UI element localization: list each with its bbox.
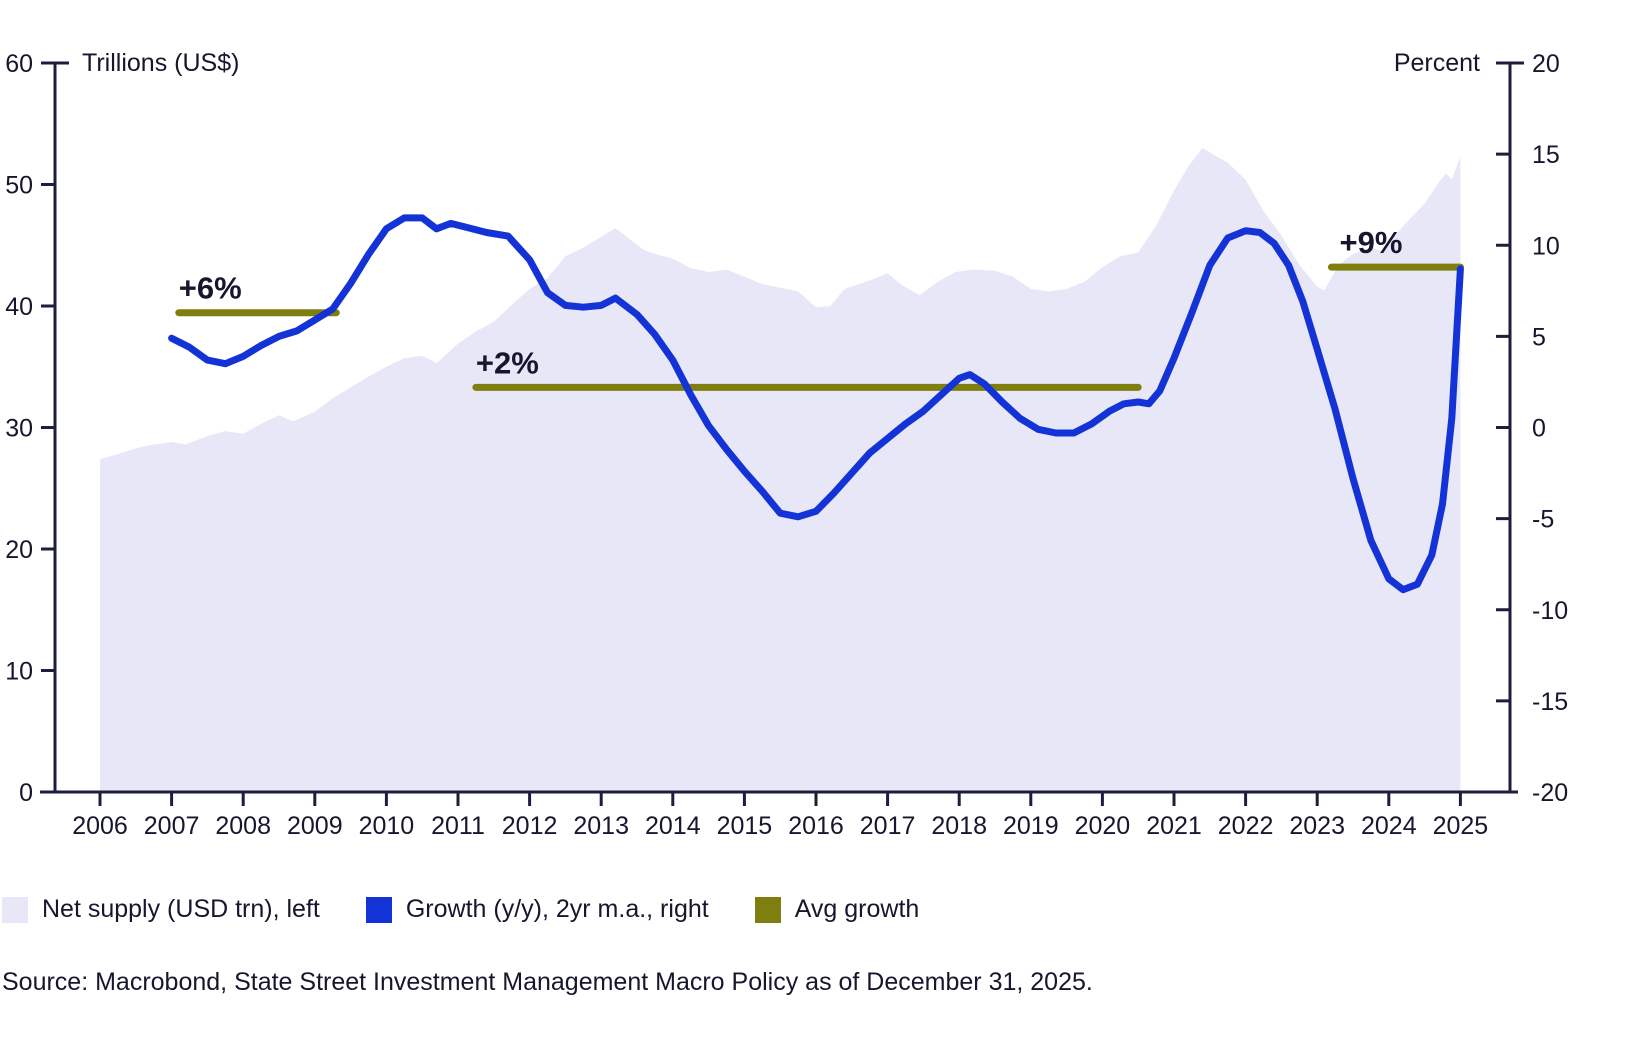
- legend-item-net-supply: Net supply (USD trn), left: [2, 895, 320, 924]
- avg-growth-swatch: [754, 896, 781, 923]
- x-axis-year-label: 2008: [215, 812, 271, 840]
- growth-swatch: [365, 896, 392, 923]
- legend-label-net-supply: Net supply (USD trn), left: [42, 895, 320, 923]
- right-axis-tick-label: -5: [1532, 506, 1554, 534]
- x-axis-year-label: 2020: [1075, 812, 1131, 840]
- avg-growth-annotation: +2%: [476, 345, 539, 380]
- legend: Net supply (USD trn), left Growth (y/y),…: [2, 895, 1648, 924]
- right-axis-tick-label: -10: [1532, 597, 1568, 625]
- x-axis-year-label: 2025: [1433, 812, 1489, 840]
- chart-figure: +6% +2% +9% 0 10 20 30 40 50 60 Trillions (US$) 20 1…: [2, 49, 1648, 996]
- left-axis-tick-label: 0: [19, 779, 33, 807]
- right-axis-tick-label: 15: [1532, 141, 1560, 169]
- left-axis-tick-label: 40: [5, 293, 33, 321]
- source-text: Source: Macrobond, State Street Investme…: [2, 968, 1093, 996]
- x-axis-year-label: 2007: [144, 812, 200, 840]
- avg-growth-annotation: +6%: [179, 271, 242, 306]
- x-axis-year-label: 2017: [860, 812, 916, 840]
- legend-item-avg-growth: Avg growth: [754, 895, 920, 924]
- x-axis-year-label: 2006: [72, 812, 128, 840]
- right-axis-tick-label: 0: [1532, 415, 1546, 443]
- right-axis-tick-label: -20: [1532, 779, 1568, 807]
- left-axis-tick-label: 50: [5, 172, 33, 200]
- left-axis-tick-label: 30: [5, 415, 33, 443]
- right-axis-tick-label: 10: [1532, 232, 1560, 260]
- right-axis-title: Percent: [1394, 49, 1480, 77]
- legend-item-growth: Growth (y/y), 2yr m.a., right: [365, 895, 709, 924]
- x-axis-year-label: 2021: [1146, 812, 1202, 840]
- net-supply-swatch: [2, 896, 28, 923]
- left-axis-tick-label: 60: [5, 50, 33, 78]
- x-axis-year-label: 2018: [931, 812, 987, 840]
- x-axis-year-label: 2016: [788, 812, 844, 840]
- left-axis-title: Trillions (US$): [82, 49, 239, 77]
- x-axis-year-label: 2011: [431, 812, 485, 840]
- right-axis-tick-label: 20: [1532, 50, 1560, 78]
- avg-growth-annotation: +9%: [1340, 225, 1403, 260]
- x-axis-year-label: 2010: [359, 812, 415, 840]
- left-axis-tick-label: 10: [5, 658, 33, 686]
- x-axis-year-label: 2014: [645, 812, 701, 840]
- legend-label-growth: Growth (y/y), 2yr m.a., right: [405, 895, 709, 923]
- x-axis-year-label: 2012: [502, 812, 558, 840]
- right-axis-tick-label: -15: [1532, 688, 1568, 716]
- growth-line: [168, 214, 1464, 594]
- x-axis-year-label: 2009: [287, 812, 343, 840]
- x-axis-year-label: 2022: [1218, 812, 1274, 840]
- x-axis-year-label: 2013: [573, 812, 629, 840]
- x-axis-year-label: 2019: [1003, 812, 1059, 840]
- x-axis-year-label: 2023: [1289, 812, 1345, 840]
- legend-label-avg-growth: Avg growth: [794, 895, 920, 923]
- net-supply-area: [100, 148, 1461, 792]
- right-axis-tick-label: 5: [1532, 323, 1546, 351]
- x-axis-year-label: 2015: [717, 812, 773, 840]
- x-axis-year-label: 2024: [1361, 812, 1417, 840]
- left-axis-tick-label: 20: [5, 536, 33, 564]
